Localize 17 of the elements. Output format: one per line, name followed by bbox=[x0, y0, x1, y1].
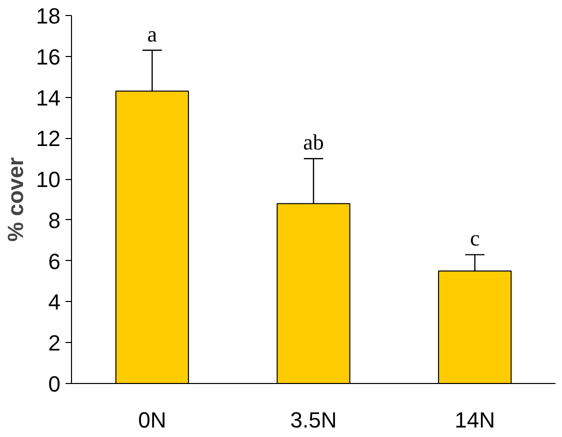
y-tick-label: 8 bbox=[48, 208, 61, 233]
y-tick-label: 16 bbox=[36, 44, 61, 70]
annotation: c bbox=[470, 226, 480, 251]
y-tick-label: 0 bbox=[48, 372, 61, 396]
x-tick-label: 0N bbox=[138, 408, 166, 432]
x-tick-label: 3.5N bbox=[290, 408, 337, 432]
y-tick-label: 2 bbox=[48, 330, 61, 356]
annotation: a bbox=[147, 21, 158, 46]
y-tick-label: 14 bbox=[36, 85, 61, 110]
y-tick-label: 18 bbox=[36, 4, 61, 28]
y-tick-label: 6 bbox=[48, 248, 61, 274]
y-tick-label: 4 bbox=[48, 290, 61, 315]
annotation: ab bbox=[303, 130, 324, 155]
y-tick-label: 12 bbox=[36, 126, 61, 152]
y-axis-title: % cover bbox=[3, 156, 28, 242]
x-tick-label: 14N bbox=[454, 408, 496, 432]
y-tick-label: 10 bbox=[36, 167, 61, 192]
